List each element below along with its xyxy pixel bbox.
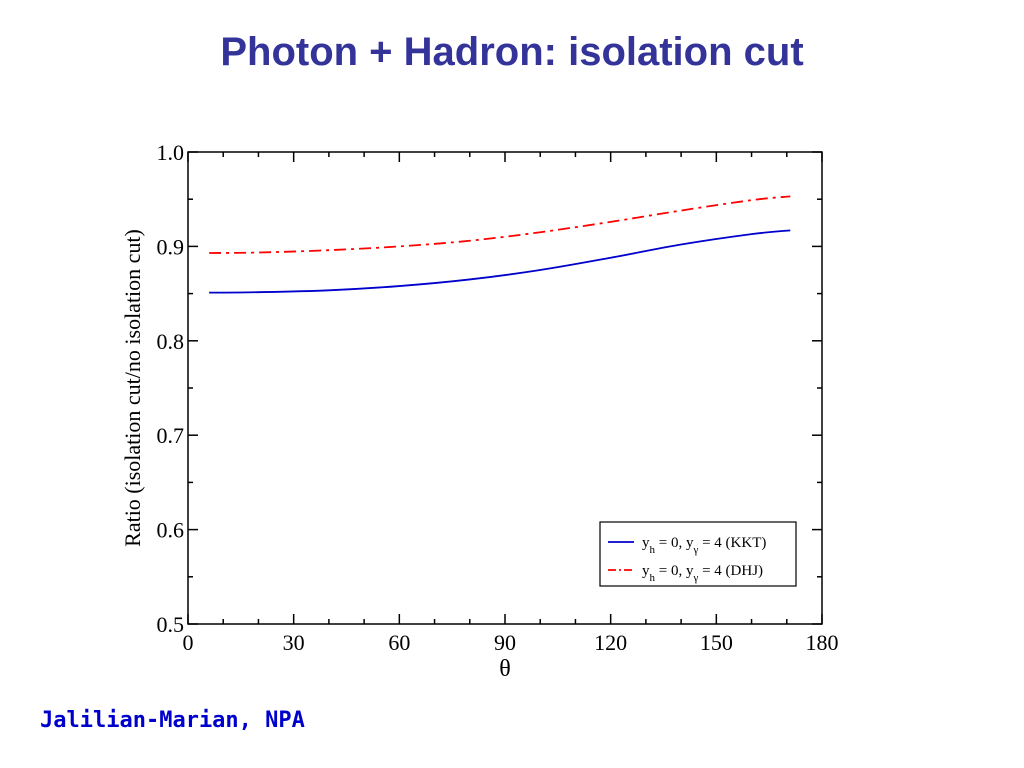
x-tick-label: 60 <box>388 630 410 655</box>
y-tick-label: 0.8 <box>157 329 185 354</box>
y-tick-label: 0.6 <box>157 518 185 543</box>
y-tick-label: 0.7 <box>157 423 185 448</box>
y-tick-label: 0.5 <box>157 612 185 637</box>
slide-title: Photon + Hadron: isolation cut <box>220 30 804 74</box>
legend-label-dhj: yh = 0, yγ = 4 (DHJ) <box>642 563 763 584</box>
citation: Jalilian-Marian, NPA <box>40 708 305 733</box>
x-tick-label: 150 <box>700 630 733 655</box>
legend-label-kkt: yh = 0, yγ = 4 (KKT) <box>642 535 766 556</box>
x-tick-label: 30 <box>283 630 305 655</box>
series-line-kkt <box>209 229 791 294</box>
y-axis-label: Ratio (isolation cut/no isolation cut) <box>120 229 145 547</box>
x-tick-label: 0 <box>183 630 194 655</box>
y-tick-label: 0.9 <box>157 234 185 259</box>
y-tick-label: 1.0 <box>157 140 185 165</box>
series-line-dhj <box>209 195 791 254</box>
legend-box <box>599 521 797 587</box>
x-tick-label: 90 <box>494 630 516 655</box>
x-tick-label: 120 <box>594 630 627 655</box>
x-axis-label: θ <box>499 656 511 682</box>
x-tick-label: 180 <box>806 630 839 655</box>
